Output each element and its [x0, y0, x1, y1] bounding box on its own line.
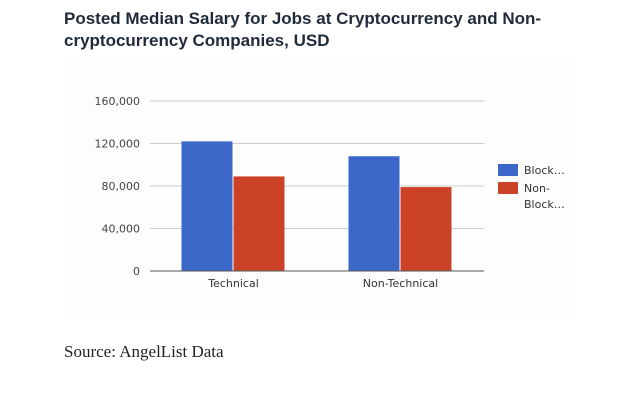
x-tick-label: Non-Technical — [363, 277, 438, 290]
legend: Block… Non-Block… — [498, 164, 565, 211]
y-tick-label: 120,000 — [95, 138, 141, 151]
x-tick-label: Technical — [207, 277, 259, 290]
bar-non-block-technical — [233, 176, 285, 271]
bars — [181, 141, 452, 271]
source-note: Source: AngelList Data — [64, 342, 224, 361]
legend-label: Block… — [524, 164, 565, 177]
chart-panel: 0 40,000 80,000 120,000 160,000 Technical Non-… — [64, 58, 572, 320]
bar-block-technical — [181, 141, 233, 271]
axes: 0 40,000 80,000 120,000 160,000 Technical Non-… — [95, 95, 484, 290]
y-tick-label: 0 — [133, 265, 140, 278]
bar-non-block-non-technical — [400, 187, 452, 271]
y-tick-label: 160,000 — [95, 95, 141, 108]
chart-title: Posted Median Salary for Jobs at Cryptoc… — [64, 9, 542, 50]
legend-label: Non-Block… — [524, 182, 565, 211]
bar-chart: 0 40,000 80,000 120,000 160,000 Technical Non-… — [95, 95, 565, 290]
legend-swatch — [498, 182, 518, 194]
legend-swatch — [498, 164, 518, 176]
y-tick-label: 40,000 — [102, 223, 141, 236]
bar-block-non-technical — [348, 156, 400, 271]
y-tick-label: 80,000 — [102, 180, 141, 193]
